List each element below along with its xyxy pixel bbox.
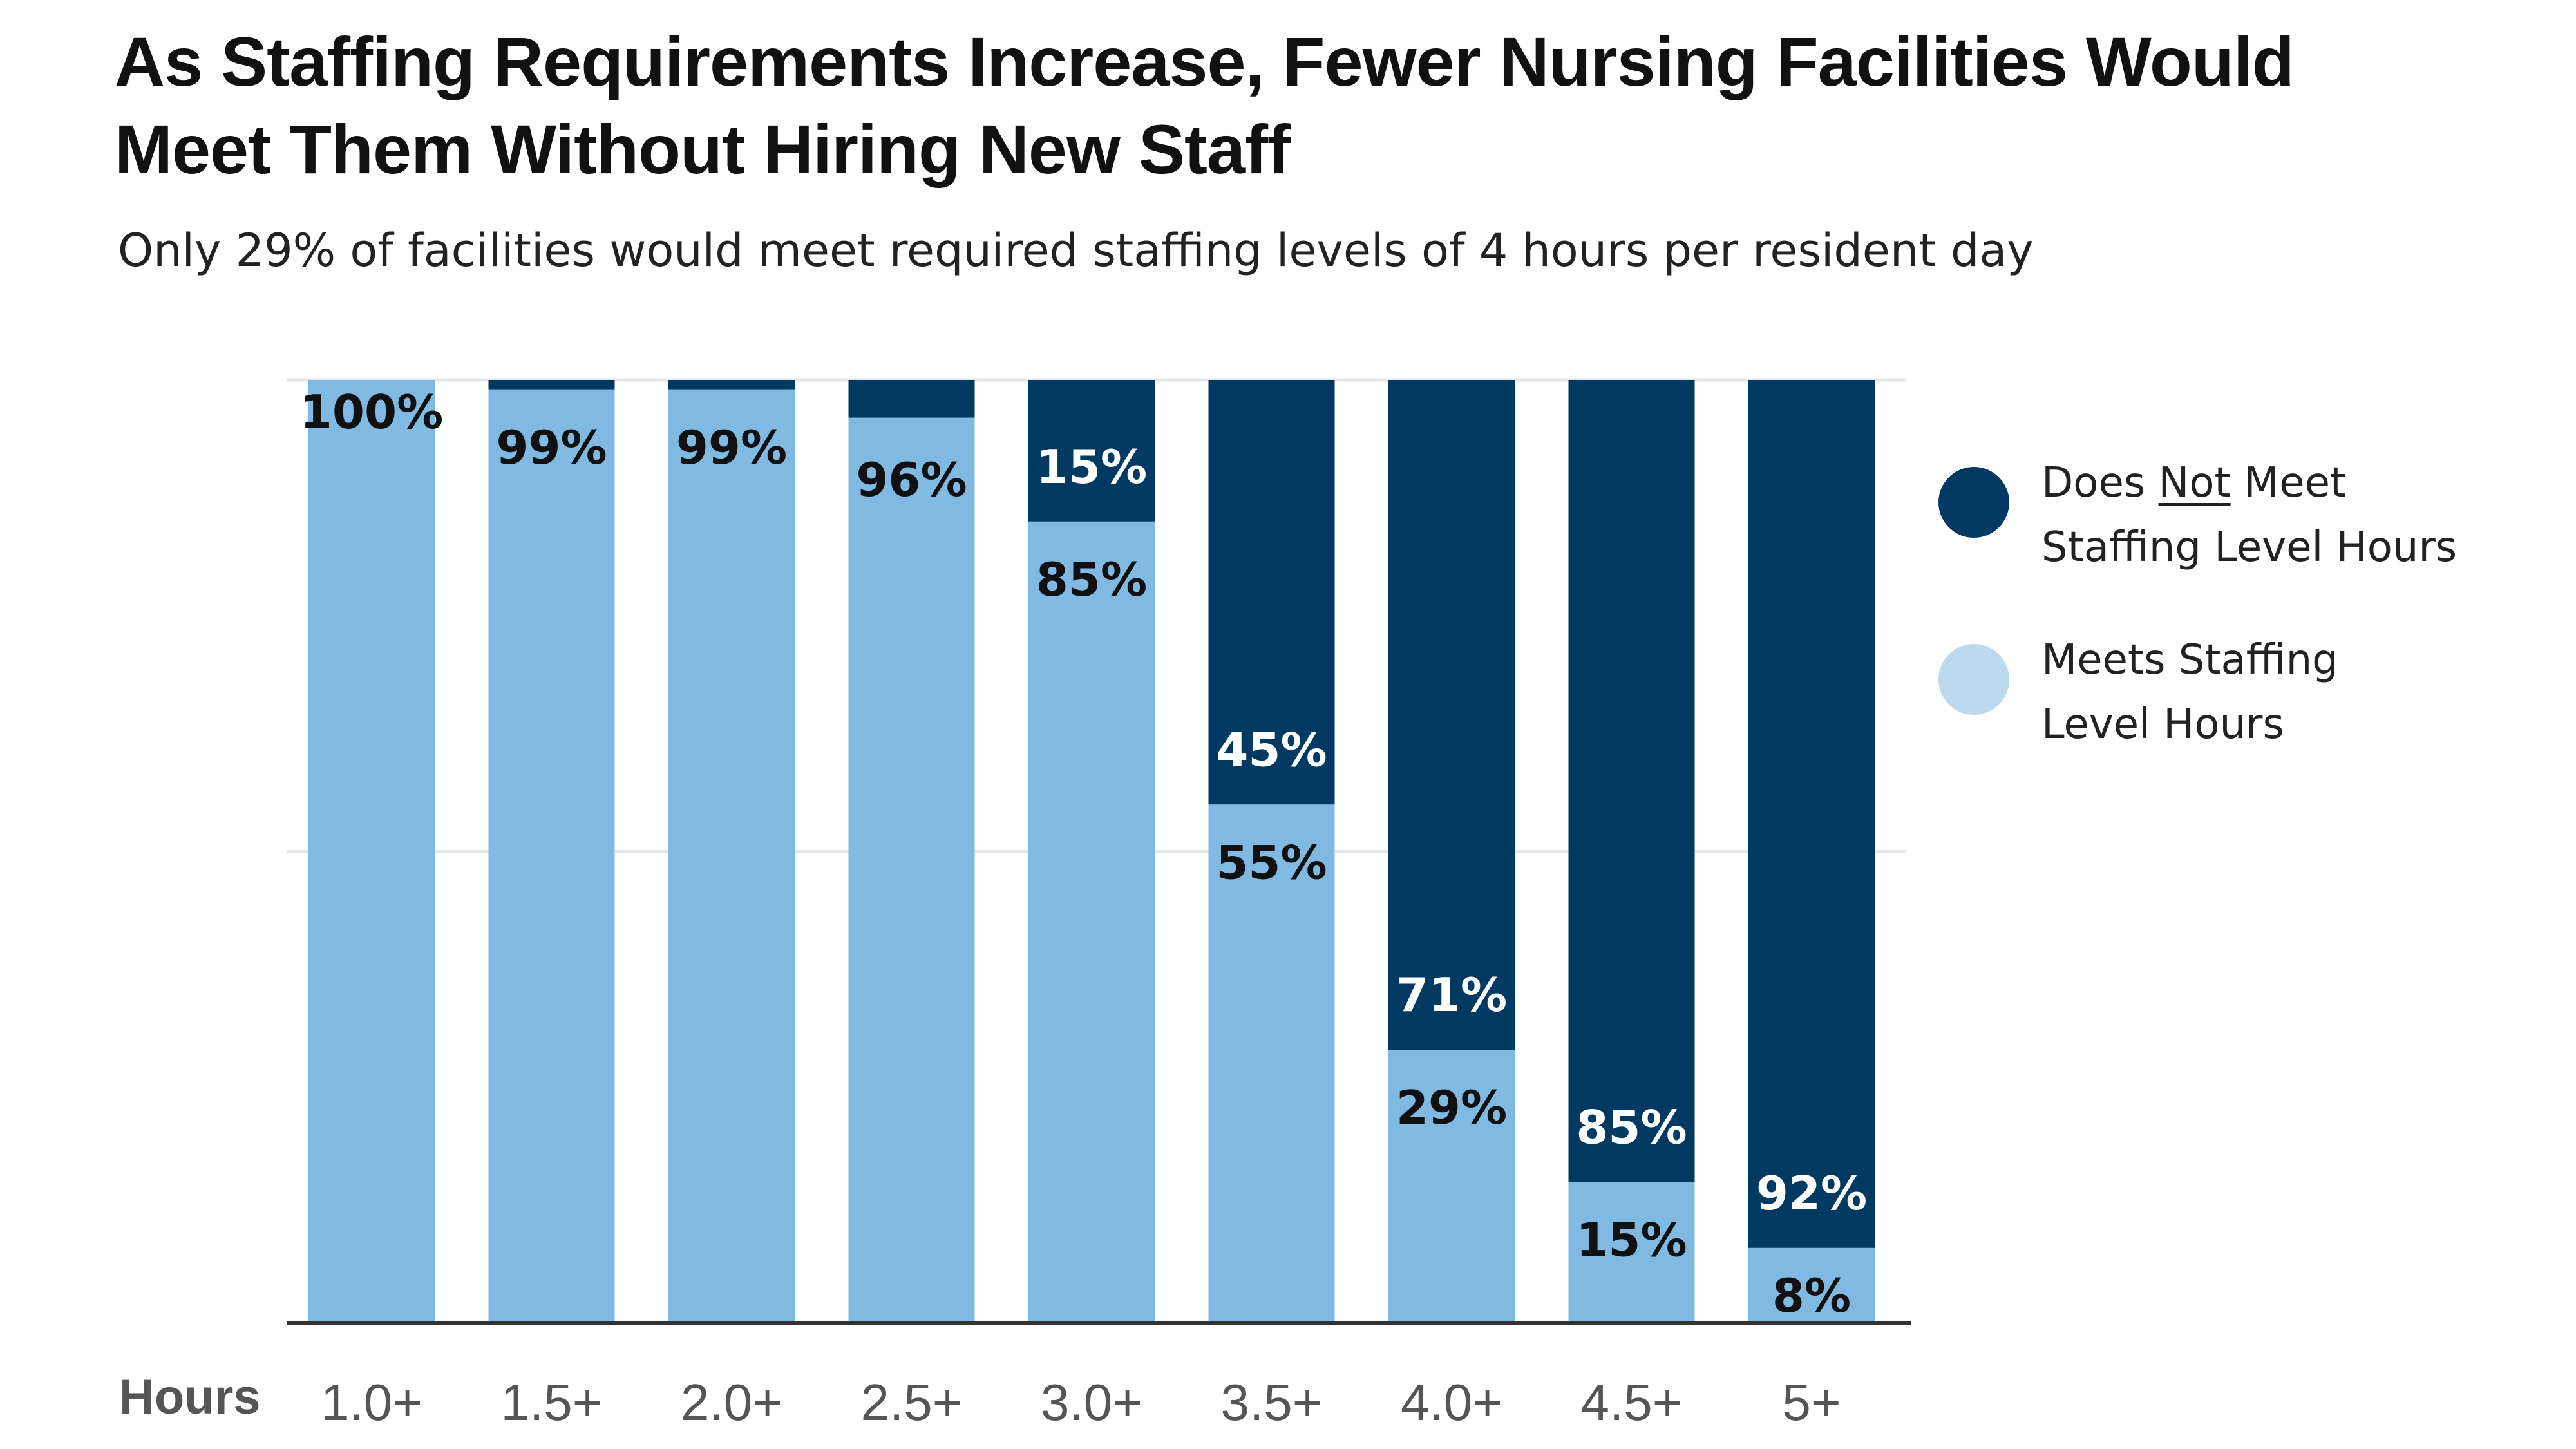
bar-meets: [488, 389, 615, 1323]
data-label-does-not-meet: 71%: [1396, 968, 1507, 1022]
x-tick-label: 3.5+: [1221, 1374, 1323, 1431]
x-tick-label: 2.5+: [861, 1374, 963, 1431]
bar-meets: [1028, 521, 1155, 1323]
data-label-meets: 8%: [1772, 1269, 1851, 1323]
x-tick-label: 2.0+: [681, 1374, 782, 1431]
bar-does-not-meet: [848, 380, 975, 418]
bar-meets: [1388, 1050, 1515, 1323]
bar-does-not-meet: [668, 380, 795, 390]
data-label-meets: 55%: [1216, 835, 1327, 889]
bar-does-not-meet: [1388, 380, 1515, 1050]
legend-text-line2: Staffing Level Hours: [2041, 524, 2458, 571]
legend-text-pre: Does: [2041, 459, 2159, 507]
data-label-meets: 29%: [1396, 1081, 1507, 1135]
x-axis-title: Hours: [119, 1370, 261, 1425]
x-tick-label: 5+: [1782, 1374, 1841, 1431]
data-labels: 100% 99% 99% 96% 85% 15% 55% 45% 29% 71% 15% 85% 8% 9…: [300, 385, 1867, 1323]
legend-text-post: Meet: [2230, 459, 2347, 507]
chart-title: As Staffing Requirements Increase, Fewer…: [115, 23, 2295, 188]
chart-subtitle: Only 29% of facilities would meet requir…: [118, 224, 2034, 277]
x-tick-labels: 1.0+ 1.5+ 2.0+ 2.5+ 3.0+ 3.5+ 4.0+ 4.5+ 5+: [321, 1374, 1841, 1431]
bar-meets: [1748, 1247, 1875, 1323]
data-label-meets: 100%: [300, 385, 443, 439]
legend-text-not: Not: [2158, 459, 2231, 507]
data-label-does-not-meet: 45%: [1216, 723, 1327, 777]
bar-meets: [848, 417, 975, 1323]
bars: [308, 380, 1875, 1323]
x-tick-label: 1.5+: [501, 1374, 603, 1431]
x-tick-label: 4.0+: [1401, 1374, 1502, 1431]
bar-meets: [668, 389, 795, 1323]
bar-meets: [1208, 804, 1335, 1323]
data-label-does-not-meet: 15%: [1036, 440, 1147, 494]
legend-label-meets: Meets Staffing Level Hours: [2041, 628, 2557, 757]
x-tick-label: 3.0+: [1041, 1374, 1142, 1431]
bar-does-not-meet: [1208, 380, 1335, 805]
x-tick-label: 4.5+: [1581, 1374, 1683, 1431]
data-label-meets: 99%: [676, 421, 787, 475]
legend-swatch-does-not-meet: [1938, 467, 2009, 538]
data-label-does-not-meet: 85%: [1576, 1100, 1687, 1154]
x-tick-label: 1.0+: [321, 1374, 422, 1431]
data-label-meets: 15%: [1576, 1213, 1687, 1267]
legend-swatch-meets: [1938, 644, 2009, 715]
bar-meets: [1568, 1182, 1695, 1323]
bar-meets: [308, 380, 435, 1323]
bar-does-not-meet: [488, 380, 615, 390]
bar-does-not-meet: [1568, 380, 1695, 1182]
data-label-meets: 85%: [1036, 553, 1147, 607]
data-label-meets: 96%: [856, 453, 967, 507]
legend-text-line1: Meets Staffing: [2041, 636, 2338, 684]
legend-text-line2: Level Hours: [2041, 701, 2284, 748]
data-label-does-not-meet: 92%: [1756, 1166, 1867, 1220]
legend-label-does-not-meet: Does Not Meet Staffing Level Hours: [2041, 451, 2557, 580]
bar-does-not-meet: [1028, 380, 1155, 522]
bar-does-not-meet: [1748, 380, 1875, 1248]
data-label-meets: 99%: [496, 421, 607, 475]
